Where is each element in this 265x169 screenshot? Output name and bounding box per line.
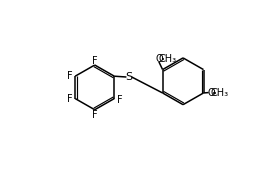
- Text: F: F: [117, 95, 122, 105]
- Text: O: O: [156, 54, 164, 64]
- Text: F: F: [92, 110, 98, 120]
- Text: F: F: [92, 56, 98, 66]
- Text: CH₃: CH₃: [211, 88, 229, 98]
- Text: F: F: [67, 71, 72, 81]
- Text: F: F: [67, 94, 72, 104]
- Text: S: S: [126, 72, 133, 82]
- Text: O: O: [207, 88, 215, 98]
- Text: CH₃: CH₃: [158, 54, 176, 64]
